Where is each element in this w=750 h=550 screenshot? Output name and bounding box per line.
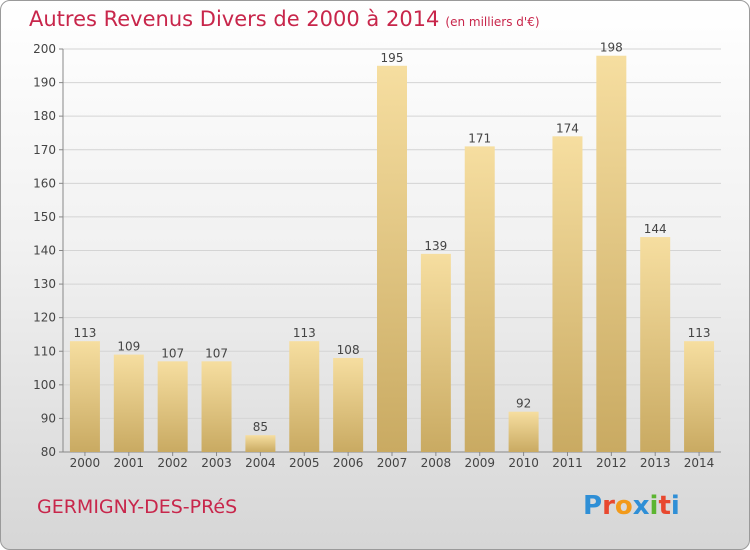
bar	[596, 55, 627, 452]
data-label: 113	[688, 326, 711, 340]
data-label: 113	[73, 326, 96, 340]
x-tick-label: 2009	[464, 456, 495, 470]
bar	[157, 361, 188, 452]
y-tick-label: 120	[33, 311, 56, 325]
unit-text: (en milliers d'€)	[445, 15, 540, 29]
logo-letter: i	[649, 491, 659, 521]
town-name: GERMIGNY-DES-PRéS	[37, 496, 238, 518]
bar	[552, 136, 583, 453]
x-tick-label: 2007	[377, 456, 408, 470]
data-label: 171	[468, 131, 491, 145]
bar	[684, 341, 715, 452]
y-tick-label: 130	[33, 277, 56, 291]
y-tick-label: 170	[33, 143, 56, 157]
y-tick-label: 180	[33, 109, 56, 123]
bar	[377, 65, 407, 453]
bar	[201, 361, 232, 452]
data-label: 107	[205, 346, 228, 360]
data-label: 139	[424, 239, 447, 253]
title-text: Autres Revenus Divers de 2000 à 2014	[29, 7, 440, 31]
y-tick-label: 110	[33, 344, 56, 358]
x-tick-label: 2006	[333, 456, 364, 470]
y-tick-label: 140	[33, 244, 56, 258]
bar	[420, 253, 451, 452]
bar	[333, 357, 364, 452]
bar	[508, 411, 539, 452]
data-label: 108	[337, 343, 360, 357]
x-tick-label: 2002	[157, 456, 188, 470]
x-tick-label: 2008	[421, 456, 452, 470]
y-tick-label: 160	[33, 176, 56, 190]
data-label: 144	[644, 222, 667, 236]
x-tick-label: 2004	[245, 456, 276, 470]
bar	[289, 341, 320, 452]
x-tick-label: 2001	[114, 456, 145, 470]
x-tick-label: 2005	[289, 456, 320, 470]
logo-letter: o	[614, 491, 633, 521]
x-tick-label: 2010	[508, 456, 539, 470]
logo-letter: i	[670, 491, 680, 521]
proxiti-logo: Proxiti	[583, 491, 680, 521]
data-label: 195	[381, 51, 404, 65]
bar	[464, 146, 495, 452]
bar	[113, 354, 144, 452]
x-tick-label: 2003	[201, 456, 232, 470]
y-tick-label: 190	[33, 76, 56, 90]
data-label: 85	[253, 420, 268, 434]
bar	[245, 435, 276, 452]
x-tick-label: 2013	[640, 456, 671, 470]
logo-letter: P	[583, 491, 603, 521]
y-tick-label: 150	[33, 210, 56, 224]
logo-letter: t	[658, 491, 671, 521]
data-label: 174	[556, 121, 579, 135]
y-tick-label: 200	[33, 42, 56, 56]
data-label: 109	[117, 340, 140, 354]
data-label: 198	[600, 41, 623, 55]
logo-letter: x	[632, 491, 650, 521]
chart-title: Autres Revenus Divers de 2000 à 2014 (en …	[29, 7, 540, 31]
bar	[69, 341, 100, 452]
x-tick-label: 2000	[70, 456, 101, 470]
data-label: 113	[293, 326, 316, 340]
logo-letter: r	[602, 491, 615, 521]
x-tick-label: 2012	[596, 456, 627, 470]
y-tick-label: 100	[33, 378, 56, 392]
y-tick-label: 80	[41, 445, 56, 459]
y-tick-label: 90	[41, 411, 56, 425]
x-tick-label: 2011	[552, 456, 583, 470]
x-tick-label: 2014	[684, 456, 715, 470]
data-label: 92	[516, 397, 531, 411]
bar	[640, 237, 671, 452]
data-label: 107	[161, 346, 184, 360]
